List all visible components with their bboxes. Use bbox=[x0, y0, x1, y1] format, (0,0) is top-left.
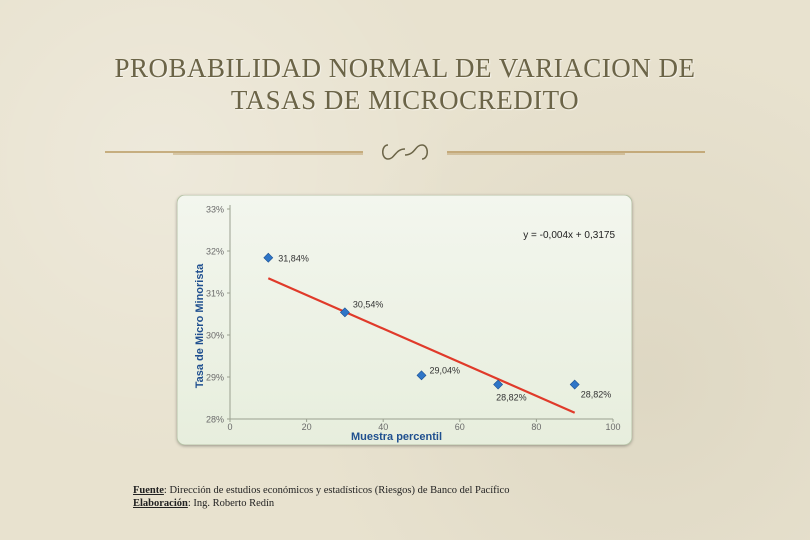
data-point-marker bbox=[263, 252, 274, 263]
x-tick-label: 80 bbox=[531, 422, 541, 432]
x-tick-label: 0 bbox=[227, 422, 232, 432]
footer-notes: Fuente: Dirección de estudios económicos… bbox=[133, 484, 509, 510]
data-point-label: 30,54% bbox=[353, 299, 384, 309]
source-label: Fuente bbox=[133, 485, 164, 496]
prepared-text: : Ing. Roberto Redín bbox=[187, 498, 275, 509]
chart-background bbox=[177, 195, 632, 445]
y-tick-label: 30% bbox=[206, 331, 224, 341]
page-title-line-1: PROBABILIDAD NORMAL DE VARIACION DE bbox=[114, 53, 696, 83]
y-tick-label: 32% bbox=[206, 247, 224, 257]
source-text: : Dirección de estudios económicos y est… bbox=[163, 485, 510, 496]
ornament-icon bbox=[382, 144, 428, 160]
page-title-line-2: TASAS DE MICROCREDITO bbox=[230, 85, 580, 115]
data-point-marker bbox=[493, 379, 504, 390]
data-points-layer: 31,84% 30,54% 29,04% 28,82% 28,82% bbox=[263, 252, 612, 403]
data-point-marker bbox=[339, 307, 350, 318]
prepared-note: Elaboración: Ing. Roberto Redín bbox=[133, 497, 509, 510]
data-point-marker bbox=[416, 370, 427, 381]
trendline bbox=[267, 277, 576, 414]
page-title: PROBABILIDAD NORMAL DE VARIACION DE TASA… bbox=[0, 52, 810, 116]
data-point-label: 28,82% bbox=[496, 393, 527, 403]
x-tick-label: 60 bbox=[455, 422, 465, 432]
data-point-label: 31,84% bbox=[278, 254, 309, 264]
y-tick-label: 29% bbox=[206, 373, 224, 383]
y-tick-label: 33% bbox=[206, 205, 224, 215]
trendline-layer bbox=[267, 277, 576, 414]
x-axis-label: Muestra percentil bbox=[351, 431, 442, 443]
y-axis-label: Tasa de Micro Minorista bbox=[194, 263, 206, 388]
y-tick-label: 31% bbox=[206, 289, 224, 299]
x-tick-label: 40 bbox=[378, 422, 388, 432]
scatter-chart: 28% 29% 30% 31% 32% 33% 0 20 40 60 80 100 31,84% 30,… bbox=[177, 195, 632, 445]
x-tick-label: 100 bbox=[605, 422, 620, 432]
y-tick-label: 28% bbox=[206, 415, 224, 425]
prepared-label: Elaboración bbox=[133, 498, 188, 509]
title-divider bbox=[105, 144, 705, 160]
data-point-label: 28,82% bbox=[581, 390, 612, 400]
data-point-label: 29,04% bbox=[430, 365, 461, 375]
trendline-equation: y = -0,004x + 0,3175 bbox=[523, 230, 615, 241]
chart-axes: 28% 29% 30% 31% 32% 33% 0 20 40 60 80 100 bbox=[206, 205, 621, 433]
source-note: Fuente: Dirección de estudios económicos… bbox=[133, 484, 509, 497]
x-tick-label: 20 bbox=[302, 422, 312, 432]
data-point-marker bbox=[569, 379, 580, 390]
